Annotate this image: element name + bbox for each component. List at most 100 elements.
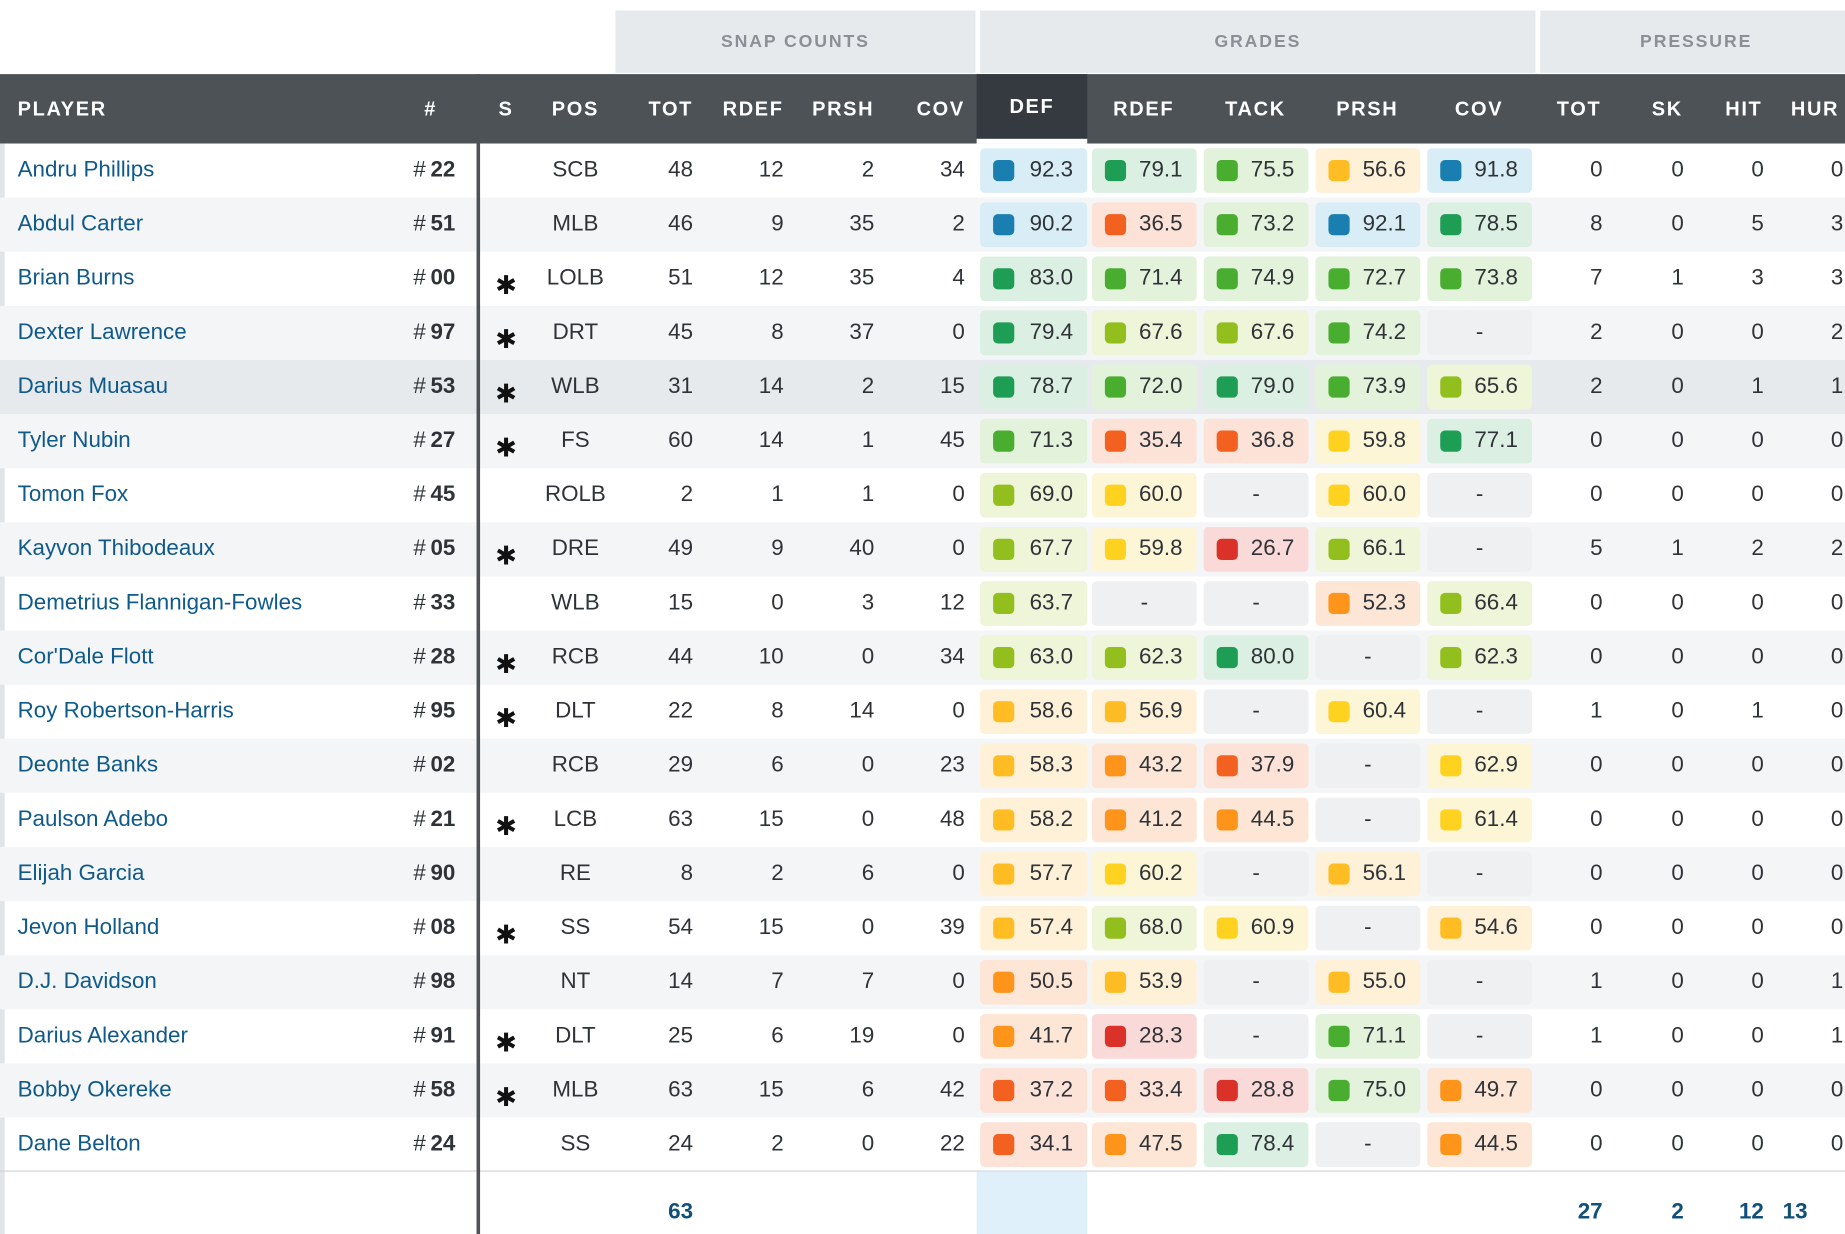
player-name-cell: Elijah Garcia [18,847,395,901]
table-row[interactable]: Abdul Carter #51 MLB 46 9 35 2 90.2 36.5 73.2 92.1… [0,197,1845,252]
snap-cov-cell: 23 [939,752,965,778]
table-row[interactable]: Roy Robertson-Harris #95 ✱ DLT 22 8 14 0 58.6 56.… [0,685,1845,739]
col-header-grade-cov[interactable]: COV [1454,97,1504,120]
player-name-cell: Kayvon Thibodeaux [18,522,395,576]
table-row[interactable]: Tomon Fox #45 ROLB 2 1 1 0 69.0 60.0 - 60.0 - 0 0 0 0 [0,468,1845,522]
grade-color-swatch [1216,538,1238,560]
pressure-hit-cell: 0 [1751,644,1764,670]
player-name-link[interactable]: Darius Muasau [17,374,169,399]
position-cell: MLB [552,211,599,237]
col-header-grade-def-sorted[interactable]: DEF [976,74,1088,144]
player-name-link[interactable]: Kayvon Thibodeaux [17,536,215,562]
player-name-link[interactable]: Roy Robertson-Harris [17,698,234,724]
table-row[interactable]: Dexter Lawrence #97 ✱ DRT 45 8 37 0 79.4 67.6 67.6… [0,305,1845,360]
pressure-hur-cell: 0 [1830,1077,1844,1103]
table-row[interactable]: Paulson Adebo #21 ✱ LCB 63 15 0 48 58.2 41.2 44.5 -… [0,793,1845,847]
col-header-starter[interactable]: S [498,97,514,120]
table-row[interactable]: Dane Belton #24 SS 24 2 0 22 34.1 47.5 78.4 - 44.5 0… [0,1118,1845,1172]
grade-value: - [1252,1023,1260,1049]
jersey-number: 02 [430,752,456,778]
player-name-link[interactable]: Jevon Holland [17,915,160,940]
grade-value: 92.3 [1029,157,1074,183]
col-header-number[interactable]: # [424,97,438,120]
player-name-link[interactable]: Tyler Nubin [17,428,131,453]
player-name-link[interactable]: Brian Burns [17,265,135,291]
col-header-snap-tot[interactable]: TOT [648,97,694,120]
grade-color-swatch [1440,268,1462,290]
grade-value: 54.6 [1474,915,1518,940]
player-name-link[interactable]: Abdul Carter [17,211,144,237]
table-row[interactable]: Darius Muasau #53 ✱ WLB 31 14 2 15 78.7 72.0 79.0 7… [0,359,1845,415]
player-name-link[interactable]: Darius Alexander [17,1023,188,1049]
grade-color-swatch [1328,971,1350,993]
table-row[interactable]: Bobby Okereke #58 ✱ MLB 63 15 6 42 37.2 33.4 28.8 7… [0,1063,1845,1118]
table-row[interactable]: Tyler Nubin #27 ✱ FS 60 14 1 45 71.3 35.4 36.8 59.8… [0,414,1845,469]
pressure-sk-cell: 0 [1671,915,1684,940]
player-name-link[interactable]: Deonte Banks [17,752,159,778]
grade-rdef-chip: - [1091,581,1197,626]
position-cell: LCB [553,806,598,832]
col-header-pressure-hit[interactable]: HIT [1725,97,1763,120]
grade-value: 58.2 [1029,806,1074,832]
col-header-grade-rdef[interactable]: RDEF [1113,97,1175,120]
col-header-player[interactable]: PLAYER [17,97,107,120]
table-row[interactable]: Deonte Banks #02 RCB 29 6 0 23 58.3 43.2 37.9 - 62.… [0,738,1845,793]
table-row[interactable]: Demetrius Flannigan-Fowles #33 WLB 15 0 3 12 63… [0,576,1845,630]
grade-rdef-chip: 60.0 [1091,472,1197,518]
grade-tack-chip: 80.0 [1203,635,1309,680]
table-row[interactable]: Jevon Holland #08 ✱ SS 54 15 0 39 57.4 68.0 60.9 - 5… [0,901,1845,955]
grade-prsh-chip: 60.4 [1315,689,1421,735]
grade-value: 59.8 [1362,428,1407,453]
snap-rdef-cell: 10 [758,644,784,670]
col-header-pos[interactable]: POS [551,97,599,120]
jersey-number-cell: #05 [377,522,455,576]
grade-def-chip: 63.0 [980,635,1088,680]
player-name-link[interactable]: Bobby Okereke [17,1077,172,1103]
player-name-link[interactable]: Paulson Adebo [17,806,169,832]
grade-color-swatch [993,430,1015,452]
grade-value: 60.0 [1362,482,1407,508]
col-header-grade-tack[interactable]: TACK [1225,97,1286,120]
player-name-link[interactable]: Cor'Dale Flott [17,644,154,670]
jersey-number: 08 [430,915,456,940]
grade-tack-chip: 67.6 [1203,310,1309,356]
player-name-link[interactable]: Dane Belton [17,1131,141,1157]
player-name-link[interactable]: Elijah Garcia [17,861,145,886]
snap-rdef-cell: 14 [758,428,784,453]
col-header-pressure-tot[interactable]: TOT [1556,97,1602,120]
starter-marker [484,955,529,1016]
col-header-snap-prsh[interactable]: PRSH [812,97,875,120]
grade-color-swatch [993,863,1015,885]
player-name-cell: Abdul Carter [18,198,395,252]
col-header-pressure-sk[interactable]: SK [1651,97,1683,120]
snap-cov-cell: 4 [952,265,965,291]
player-name-link[interactable]: Demetrius Flannigan-Fowles [17,590,303,616]
player-name-link[interactable]: Tomon Fox [17,482,129,508]
player-name-link[interactable]: Dexter Lawrence [17,319,187,345]
grade-value: 78.5 [1474,211,1518,237]
col-header-pressure-hur[interactable]: HUR [1790,97,1840,120]
player-name-link[interactable]: D.J. Davidson [17,969,157,995]
col-header-snap-cov[interactable]: COV [916,97,965,120]
table-row[interactable]: Elijah Garcia #90 RE 8 2 6 0 57.7 60.2 - 56.1 - 0 0 0 0 [0,846,1845,902]
table-row[interactable]: D.J. Davidson #98 NT 14 7 7 0 50.5 53.9 - 55.0 - 1 0 0… [0,955,1845,1010]
grade-rdef-chip: 71.4 [1091,256,1197,302]
col-header-snap-rdef[interactable]: RDEF [722,97,784,120]
grade-value: 37.2 [1029,1077,1074,1103]
table-row[interactable]: Andru Phillips #22 SCB 48 12 2 34 92.3 79.1 75.5 5… [0,144,1845,198]
snap-tot-cell: 60 [668,428,694,453]
grade-def-chip: 92.3 [980,148,1088,193]
table-row[interactable]: Darius Alexander #91 ✱ DLT 25 6 19 0 41.7 28.3 - 71… [0,1009,1845,1063]
col-header-grade-prsh[interactable]: PRSH [1336,97,1399,120]
table-row[interactable]: Cor'Dale Flott #28 ✱ RCB 44 10 0 34 63.0 62.3 80.0… [0,630,1845,685]
jersey-number: 22 [430,157,456,183]
table-row[interactable]: Brian Burns #00 ✱ LOLB 51 12 35 4 83.0 71.4 74.9 72… [0,252,1845,306]
table-row[interactable]: Kayvon Thibodeaux #05 ✱ DRE 49 9 40 0 67.7 59.8 26… [0,522,1845,577]
grade-cov-chip: 62.9 [1427,743,1533,789]
jersey-hash: # [413,861,426,886]
player-name-link[interactable]: Andru Phillips [17,157,155,183]
player-name-cell: Paulson Adebo [18,793,395,847]
snap-prsh-cell: 0 [861,644,875,670]
jersey-hash: # [413,590,426,616]
snap-prsh-cell: 2 [861,374,875,399]
